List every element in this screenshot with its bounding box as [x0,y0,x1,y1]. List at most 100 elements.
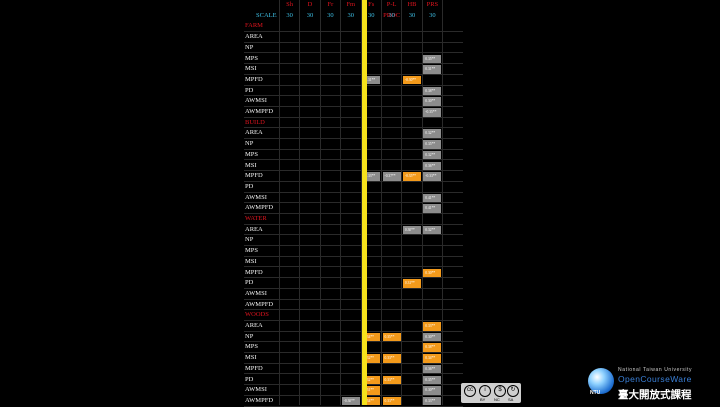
metric-label: MPS [245,343,259,351]
correlation-cell: 0.38** [423,343,442,352]
correlation-cell: 0.33** [382,354,401,363]
correlation-cell: 0.32** [423,225,442,235]
correlation-cell: 0.30** [423,97,442,106]
license-badge[interactable]: cc i $ ↻ BY NC SA [461,383,521,403]
correlation-cell: 0.34** [362,396,381,406]
correlation-cell: 0.31** [402,279,422,288]
correlation-cell: -0.30** [341,396,360,406]
highlight-bar [362,0,367,405]
metric-label: AWMPFD [245,396,274,404]
sa-icon: ↻ [507,385,519,397]
table-row: AREA [244,128,463,140]
by-icon: i [479,385,491,397]
table-row: PD [244,86,463,97]
metric-label: MPFD [245,268,263,276]
metric-label: NP [245,332,254,340]
table-row: MPS [244,150,463,161]
metric-label: PD [245,279,254,287]
ntu-ocw-logo[interactable]: NTU National Taiwan University OpenCours… [586,362,716,402]
table-row: MSI [244,353,463,364]
correlation-cell: -0.37** [382,172,401,181]
metric-label: AWMSI [245,193,267,201]
metric-label: PD [245,182,254,190]
correlation-cell: 0.33** [382,396,401,406]
correlation-cell: 0.31** [423,65,442,74]
correlation-cell: -0.31** [362,75,381,85]
table-row: AWMPFD [244,107,463,118]
scale-value: 30 [327,11,334,19]
table-row: AREA [244,225,463,236]
column-header: PRS [426,1,439,8]
column-header: P-L PROC [383,1,401,19]
correlation-cell: 0.32** [362,354,381,363]
metric-label: AWMSI [245,97,267,105]
metric-label: MSI [245,257,257,265]
correlation-cell: 0.35** [423,375,442,384]
correlation-cell: 0.41** [423,204,442,213]
category-row: BUILD [244,118,463,129]
nc-icon: $ [494,385,506,397]
table-row: NP [244,139,463,150]
scale-value: 30 [347,11,355,19]
metric-label: AWMPFD [245,108,274,115]
category-row: WATER [244,214,463,225]
correlation-cell: 0.36** [423,161,442,170]
correlation-cell: 0.32** [423,129,442,138]
correlation-cell: 0.34** [423,354,442,363]
metric-label: MPS [245,150,259,158]
table-row: PD [244,375,463,386]
correlation-cell: 0.32** [362,375,381,384]
column-header: Fm [346,1,356,8]
metric-label: PD [245,375,254,383]
correlation-cell: -0.30** [402,75,422,85]
logo-short: NTU [590,390,601,396]
column-header: Fr [327,1,334,8]
table-row: MSI [244,64,463,75]
table-row: MPFD [244,75,463,86]
table-row: MSI [244,161,463,172]
table-row: NP [244,332,463,343]
correlation-cell: 0.35** [382,332,401,342]
correlation-cell: 0.34** [362,332,381,342]
column-header: Fs [368,1,375,8]
metric-label: AWMPFD [245,300,274,308]
table-row: NP [244,235,463,247]
metric-label: AREA [245,322,263,329]
table-row: AWMSI [244,193,463,204]
category-row: FARM [244,21,463,33]
table-row: AWMSI [244,289,463,300]
license-sa-label: SA [508,397,514,402]
metric-label: MPS [245,54,259,62]
metric-label: MPFD [245,172,263,180]
metric-label: AWMSI [245,289,267,297]
table-row: MPFD [244,364,463,375]
logo-chinese-name: 臺大開放式課程 [618,389,692,401]
metric-label: AWMSI [245,386,267,394]
metric-label: NP [245,236,254,244]
metric-label: AWMPFD [245,204,274,212]
table-row: AWMSI [244,385,463,396]
metric-label: AREA [245,33,263,41]
correlation-cell: -0.35** [402,172,422,181]
table-row: NP [244,43,463,54]
logo-university: National Taiwan University [618,367,693,373]
logo-brand: OpenCourseWare [618,374,692,384]
table-row: AWMPFD [244,300,463,311]
correlation-cell: 0.33** [423,322,442,331]
metric-label: AREA [245,129,263,137]
metric-label: NP [245,140,254,148]
scale-value: 30 [388,11,395,19]
license-by-label: BY [480,397,486,402]
correlation-cell: 0.33** [382,375,401,384]
table-row: PD [244,278,463,289]
correlation-cell: 0.30** [423,386,442,395]
license-nc-label: NC [494,397,500,402]
category-label: FARM [245,22,263,30]
metric-label: PD [245,86,254,94]
category-row: WOODS [244,310,463,321]
scale-value: 30 [286,11,293,19]
correlation-cell: 0.30** [402,225,422,235]
correlation-cell: -0.33** [362,172,381,181]
correlation-cell: 0.35** [423,140,442,149]
metric-label: MSI [245,65,257,73]
